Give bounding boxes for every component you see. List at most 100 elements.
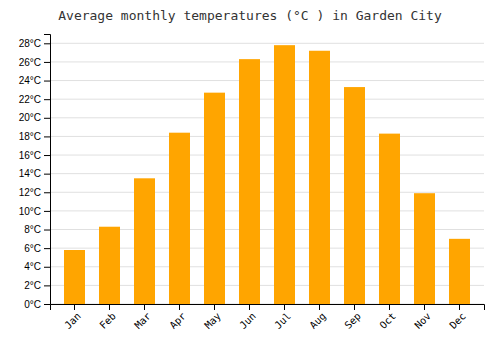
y-tick: 18°C (19, 131, 50, 142)
x-tick: Aug (307, 304, 328, 331)
y-tick-mark (44, 99, 50, 100)
x-tick-label: Feb (97, 310, 118, 331)
grid-line (50, 80, 484, 81)
bar (204, 93, 225, 304)
x-tick-mark (284, 304, 285, 310)
x-tick-label: Nov (412, 310, 433, 331)
plot: 0°C 2°C 4°C 6°C 8°C 10°C 12°C 14°C 16°C 18°C 20°C 2… (19, 35, 485, 331)
grid-line (50, 99, 484, 100)
y-tick-mark (44, 267, 50, 268)
y-tick-mark (44, 174, 50, 175)
y-axis-line (44, 35, 51, 305)
y-tick-label: 10°C (19, 206, 41, 217)
y-tick-mark (44, 136, 50, 137)
y-tick: 2°C (24, 280, 50, 291)
y-tick-label: 24°C (19, 75, 41, 86)
y-tick-mark (44, 81, 50, 82)
x-tick-label: Aug (307, 310, 328, 331)
bar (344, 87, 365, 304)
x-axis: Jan Feb Mar Apr May Jun Jul Aug Sep Oct Nov Dec (51, 304, 485, 331)
x-tick-mark (109, 304, 110, 310)
y-tick-mark (44, 192, 50, 193)
x-tick: Jan (62, 304, 83, 331)
y-tick-mark (44, 211, 50, 212)
y-tick-mark (44, 285, 50, 286)
bar (274, 45, 295, 304)
bar (379, 134, 400, 304)
x-tick: Mar (132, 304, 153, 331)
y-tick-label: 8°C (24, 224, 41, 235)
x-tick: May (202, 304, 223, 331)
y-tick-label: 16°C (19, 150, 41, 161)
y-tick: 14°C (19, 168, 50, 179)
y-tick-mark (44, 62, 50, 63)
y-tick-label: 28°C (19, 38, 41, 49)
y-tick: 24°C (19, 75, 50, 86)
x-tick: Apr (167, 304, 188, 331)
x-tick-mark (144, 304, 145, 310)
y-tick-label: 22°C (19, 94, 41, 105)
x-tick-mark (389, 304, 390, 310)
bar (134, 178, 155, 304)
bar (414, 193, 435, 304)
grid-line (50, 192, 484, 193)
x-tick: Oct (377, 304, 398, 331)
x-tick: Nov (412, 304, 433, 331)
y-tick: 22°C (19, 94, 50, 105)
y-tick-label: 20°C (19, 112, 41, 123)
grid-line (50, 136, 484, 137)
grid (50, 43, 484, 304)
x-tick-label: Jun (237, 310, 258, 331)
y-tick-mark (44, 230, 50, 231)
y-tick-label: 0°C (24, 299, 41, 310)
grid-line (50, 155, 484, 156)
x-tick: Jul (272, 304, 293, 331)
y-tick-label: 12°C (19, 187, 41, 198)
x-tick-label: Jan (62, 310, 83, 331)
x-tick: Jun (237, 304, 258, 331)
bars (64, 45, 470, 304)
chart-svg: Average monthly temperatures (°C ) in Ga… (0, 0, 500, 350)
grid-line (50, 173, 484, 174)
y-tick-mark (44, 248, 50, 249)
y-tick: 28°C (19, 38, 50, 49)
x-tick: Sep (342, 304, 363, 331)
y-tick-mark (44, 304, 50, 305)
y-tick: 6°C (24, 243, 50, 254)
y-tick-label: 4°C (24, 261, 41, 272)
x-tick: Feb (97, 304, 118, 331)
x-tick-mark (354, 304, 355, 310)
x-tick-mark (249, 304, 250, 310)
x-tick-mark (214, 304, 215, 310)
bar (99, 227, 120, 304)
grid-line (50, 43, 484, 44)
y-tick-mark (44, 155, 50, 156)
x-tick: Dec (447, 304, 468, 331)
y-tick: 20°C (19, 112, 50, 123)
bar (239, 59, 260, 304)
y-tick-label: 14°C (19, 168, 41, 179)
y-tick-label: 18°C (19, 131, 41, 142)
y-tick-label: 26°C (19, 57, 41, 68)
y-axis: 0°C 2°C 4°C 6°C 8°C 10°C 12°C 14°C 16°C 18°C 20°C 2… (19, 35, 51, 310)
y-tick: 26°C (19, 57, 50, 68)
y-tick-label: 6°C (24, 243, 41, 254)
x-tick-label: May (202, 310, 223, 331)
grid-line (50, 61, 484, 62)
y-tick: 12°C (19, 187, 50, 198)
x-tick-mark (424, 304, 425, 310)
x-tick-mark (74, 304, 75, 310)
x-tick-mark (459, 304, 460, 310)
bar (449, 239, 470, 304)
x-tick-label: Jul (272, 310, 293, 331)
title: Average monthly temperatures (°C ) in Ga… (58, 8, 442, 23)
y-tick: 8°C (24, 224, 50, 235)
y-tick-mark (44, 43, 50, 44)
y-tick-label: 2°C (24, 280, 41, 291)
y-tick: 0°C (24, 299, 50, 310)
grid-line (50, 117, 484, 118)
x-tick-label: Mar (132, 310, 153, 331)
y-tick: 16°C (19, 150, 50, 161)
bar (169, 133, 190, 304)
x-tick-label: Sep (342, 310, 363, 331)
